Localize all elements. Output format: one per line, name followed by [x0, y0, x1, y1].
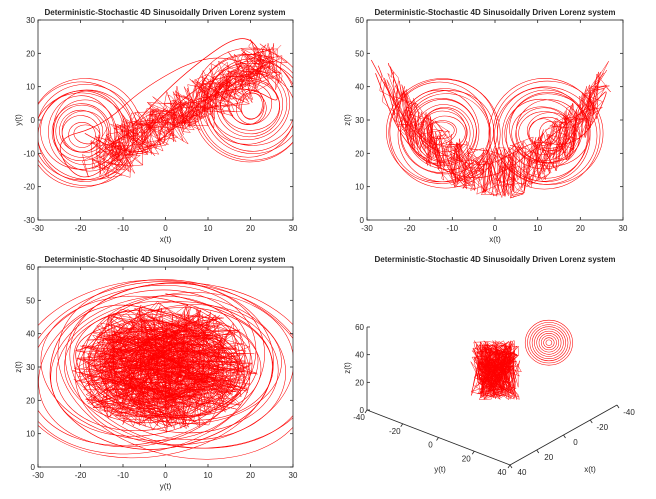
x-tick-label: -10: [447, 224, 459, 233]
y-tick-label: 50: [26, 296, 35, 305]
y-tick-label: 20: [26, 396, 35, 405]
y-tick-label: -40: [353, 413, 365, 422]
y-tick-label: 10: [26, 83, 35, 92]
x-tick-label: -20: [75, 224, 87, 233]
trajectory-loops: [38, 279, 293, 460]
y-tick-label: 40: [498, 468, 507, 477]
y-tick-label: 60: [26, 263, 35, 272]
chart-title: Deterministic-Stochastic 4D Sinusoidally…: [375, 8, 616, 17]
x-tick-label: 10: [204, 224, 213, 233]
chart-yz: Deterministic-Stochastic 4D Sinusoidally…: [14, 255, 298, 491]
x-tick-label: 20: [576, 224, 585, 233]
x-tick-label: 0: [493, 224, 498, 233]
trajectory-loops: [470, 319, 573, 401]
y-tick-label: 30: [355, 116, 364, 125]
x-tick-label: 20: [544, 453, 553, 462]
y-axis-label: z(t): [343, 114, 352, 126]
y-tick-label: 0: [428, 441, 433, 450]
x-axis-label: x(t): [584, 465, 596, 474]
x-tick-label: -10: [117, 471, 129, 480]
chart-title: Deterministic-Stochastic 4D Sinusoidally…: [45, 8, 286, 17]
y-tick-label: 10: [355, 183, 364, 192]
y-axis-label: y(t): [14, 114, 23, 126]
trajectory-loops: [378, 61, 611, 199]
y-tick-label: -30: [23, 216, 35, 225]
z-tick-label: 20: [355, 378, 364, 387]
y-tick-label: -10: [23, 149, 35, 158]
y-tick-label: 10: [26, 430, 35, 439]
y-tick-label: -20: [23, 183, 35, 192]
series-line: [370, 59, 607, 179]
x-tick-label: -10: [117, 224, 129, 233]
chart-xz: Deterministic-Stochastic 4D Sinusoidally…: [343, 8, 628, 244]
x-tick-label: -20: [404, 224, 416, 233]
y-tick-label: 40: [355, 83, 364, 92]
x-tick-label: -30: [32, 224, 44, 233]
x-tick-label: 40: [518, 468, 527, 477]
chart-title: Deterministic-Stochastic 4D Sinusoidally…: [45, 255, 286, 264]
x-tick-label: -40: [623, 408, 635, 417]
y-axis-label: z(t): [14, 361, 23, 373]
y-tick-label: 30: [26, 16, 35, 25]
x-tick-label: -30: [361, 224, 373, 233]
y-tick-label: 20: [462, 454, 471, 463]
x-tick-label: 0: [573, 438, 578, 447]
y-tick-label: 0: [360, 216, 365, 225]
chart-3d: Deterministic-Stochastic 4D Sinusoidally…: [343, 255, 635, 477]
x-tick-label: 20: [246, 224, 255, 233]
x-tick-label: -30: [32, 471, 44, 480]
y-axis-label: y(t): [434, 465, 446, 474]
x-tick-label: 30: [619, 224, 628, 233]
z-axis-label: z(t): [343, 362, 352, 374]
x-tick-label: 20: [246, 471, 255, 480]
chart-xy: Deterministic-Stochastic 4D Sinusoidally…: [14, 8, 298, 244]
x-tick-label: 10: [204, 471, 213, 480]
z-tick-label: 40: [355, 351, 364, 360]
z-tick-label: 60: [355, 323, 364, 332]
x-tick-label: 0: [163, 471, 168, 480]
x-tick-label: 10: [533, 224, 542, 233]
y-tick-label: 20: [26, 49, 35, 58]
y-tick-label: 0: [31, 116, 36, 125]
x-tick-label: 0: [163, 224, 168, 233]
y-tick-label: 40: [26, 330, 35, 339]
x-tick-label: 30: [289, 224, 298, 233]
x-axis-label: x(t): [489, 235, 501, 244]
x-tick-label: 30: [289, 471, 298, 480]
chart-title: Deterministic-Stochastic 4D Sinusoidally…: [375, 255, 616, 264]
x-axis-label: y(t): [160, 482, 172, 491]
y-tick-label: 20: [355, 149, 364, 158]
trajectory-loops: [38, 39, 293, 188]
y-tick-label: 60: [355, 16, 364, 25]
y-tick-label: 0: [31, 463, 36, 472]
y-tick-label: -20: [389, 427, 401, 436]
z-tick-label: 0: [360, 406, 365, 415]
x-axis-label: x(t): [160, 235, 172, 244]
x-tick-label: -20: [596, 423, 608, 432]
y-tick-label: 50: [355, 49, 364, 58]
y-tick-label: 30: [26, 363, 35, 372]
x-tick-label: -20: [75, 471, 87, 480]
